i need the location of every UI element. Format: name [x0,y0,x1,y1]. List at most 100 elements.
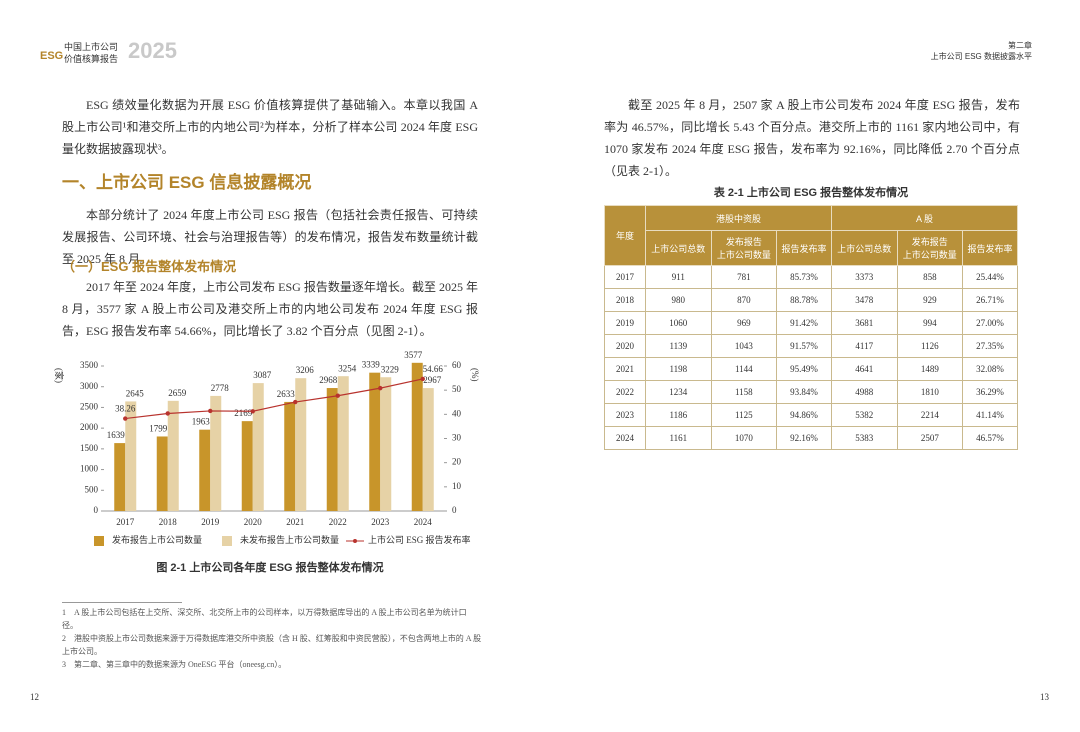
footnote-rule [62,602,182,603]
table-cell: 858 [896,265,964,289]
y2-tick-label: 0 [452,505,457,515]
header-line: 发布报告 [725,237,762,247]
table-cell: 1186 [645,403,712,427]
bar-label: 3339 [362,360,381,370]
table-cell: 25.44% [962,265,1018,289]
brand: ESG [40,50,64,62]
table-cell: 5382 [830,403,898,427]
y-tick-label: 0 [94,505,99,515]
table-cell: 870 [710,288,778,312]
heading: 一、上市公司 ESG 信息披露概况 [62,173,312,192]
bar [411,362,423,511]
table-title: 表 2-1 上市公司 ESG 报告整体发布情况 [713,187,909,199]
table-cell: 95.49% [776,357,832,381]
table-cell: 781 [710,265,778,289]
bar-label: 2968 [319,375,338,385]
legend-label: 发布报告上市公司数量 [112,534,202,545]
line-point [208,408,213,414]
y2-tick-label: 20 [452,457,462,467]
column-header: 上市公司总数 [830,230,898,266]
line-point [250,409,255,414]
table-cell: 36.29% [962,380,1018,404]
table-cell: 2019 [604,311,646,335]
paragraph: ESG 绩效量化数据为开展 ESG 价值核算提供了基础输入。本章以我国 A 股上… [62,98,478,156]
x-tick-label: 2020 [244,517,263,527]
table-cell: 91.42% [776,311,832,335]
bar [326,388,338,511]
line-label: 38.26 [115,404,136,414]
chart: 图 2-1 上市公司各年度 ESG 报告整体发布情况 (家) (%) 05001… [54,350,480,574]
line-point [123,416,128,421]
table-row: 2024 1161 1070 92.16% 5383 2507 46.57% [604,426,1018,450]
table-cell: 88.78% [776,288,832,312]
table-cell: 26.71% [962,288,1018,312]
legend-marker [353,539,357,543]
x-tick-label: 2018 [159,517,178,527]
x-tick-label: 2021 [286,517,304,527]
table-cell: 5383 [830,426,898,450]
bar [167,400,179,511]
legend-swatch [94,536,104,546]
table-cell: 41.14% [962,403,1018,427]
footnote: 1 A 股上市公司包括在上交所、深交所、北交所上市的公司样本，以万得数据库导出的… [62,608,467,630]
header-line: 上市公司总数 [651,243,706,254]
bar [125,401,137,511]
table-cell: 2018 [604,288,646,312]
table-cell: 1070 [710,426,778,450]
table-cell: 1810 [896,380,964,404]
line-point [165,411,170,416]
x-tick-label: 2022 [329,517,347,527]
table-cell: 2022 [604,380,646,404]
column-header: 报告发布率 [776,230,832,266]
table-cell: 2020 [604,334,646,358]
table-cell: 2214 [896,403,964,427]
footnote: 2 港股中资股上市公司数据来源于万得数据库港交所中资股（含 H 股、红筹股和中资… [62,634,482,656]
header-line: 报告发布率 [781,243,827,254]
table-row: 2019 1060 969 91.42% 3681 994 27.00% [604,311,1018,335]
group-header: A 股 [830,205,1019,231]
bar-label: 2633 [277,389,296,399]
table-cell: 1126 [896,334,964,358]
table-cell: 27.35% [962,334,1018,358]
table-row: 2021 1198 1144 95.49% 4641 1489 32.08% [604,357,1018,381]
line-point [335,393,340,398]
x-tick-label: 2019 [201,517,220,527]
y-tick-label: 3500 [80,360,99,370]
table-cell: 3373 [830,265,898,289]
legend-label: 上市公司 ESG 报告发布率 [368,534,471,545]
bar-label: 3229 [381,364,400,374]
line-point [378,385,383,391]
table-cell: 27.00% [962,311,1018,335]
table-cell: 994 [896,311,964,335]
table-cell: 46.57% [962,426,1018,450]
bar-label: 2778 [211,383,230,393]
subheading: （一）ESG 报告整体发布情况 [62,259,237,274]
table-cell: 92.16% [776,426,832,450]
table-cell: 1234 [645,380,712,404]
table-row: 2018 980 870 88.78% 3478 929 26.71% [604,288,1018,312]
chapter-title: 上市公司 ESG 数据披露水平 [930,52,1032,61]
bar [337,376,349,511]
bar [252,383,264,511]
table-cell: 1060 [645,311,712,335]
y-tick-label: 500 [85,484,99,494]
x-tick-label: 2024 [414,517,433,527]
bar [114,443,126,511]
table-cell: 93.84% [776,380,832,404]
table-cell: 3681 [830,311,898,335]
table-cell: 2017 [604,265,646,289]
column-header: 发布报告 上市公司数量 [896,230,964,266]
table-cell: 1043 [710,334,778,358]
y-tick-label: 1500 [80,443,99,453]
column-header: 上市公司总数 [645,230,712,266]
bar-label: 3206 [296,365,315,375]
chapter: 第二章 [1008,41,1032,50]
table-cell: 4641 [830,357,898,381]
header-line: 上市公司总数 [837,243,892,254]
header-row: 上市公司总数 发布报告 上市公司数量 报告发布率 上市公司总数 发布报告 上市公司数量 报告发… [605,230,1018,266]
paragraph: 2017 年至 2024 年度，上市公司发布 ESG 报告数量逐年增长。截至 2… [62,280,478,338]
column-header: 发布报告 上市公司数量 [710,230,778,266]
bar-label: 2645 [126,388,145,398]
page-number: 13 [1040,692,1049,702]
table-cell: 2021 [604,357,646,381]
